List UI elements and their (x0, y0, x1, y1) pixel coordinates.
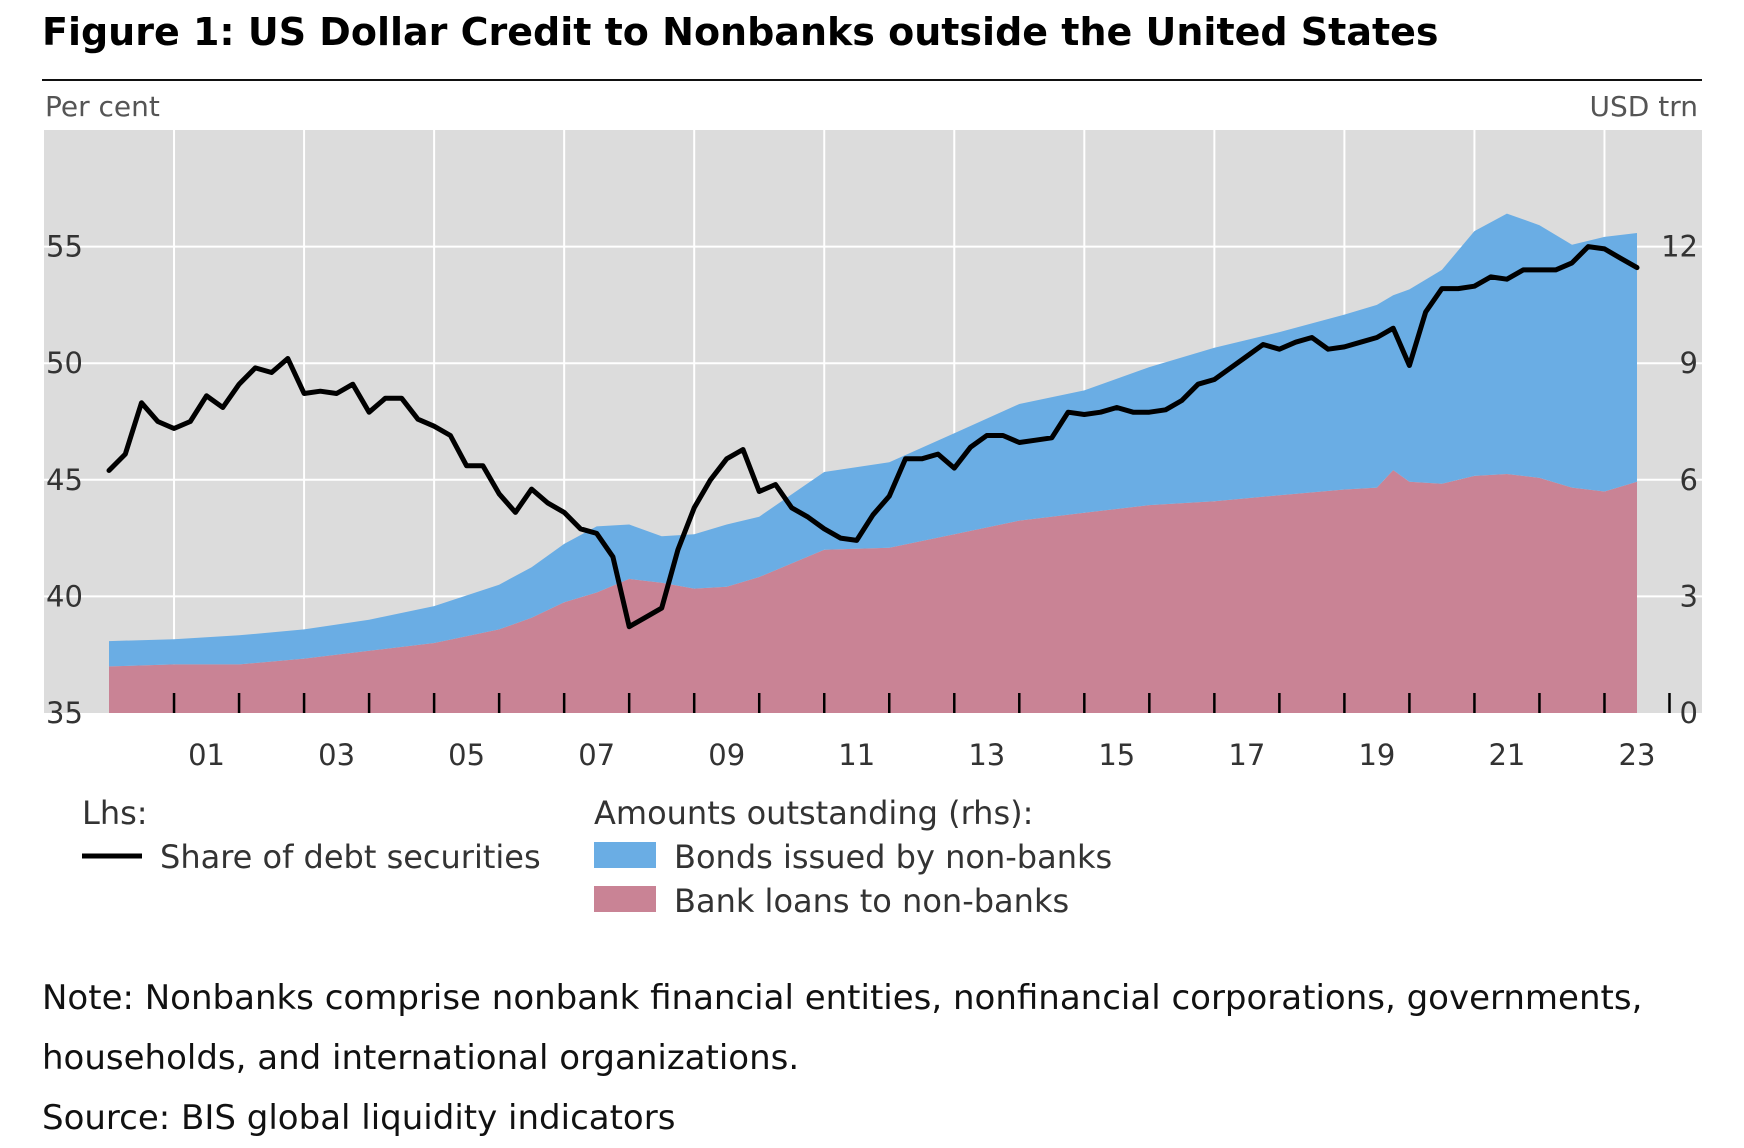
right-tick-label: 0 (1680, 696, 1698, 730)
legend-swatch-bonds (594, 842, 656, 868)
right-axis-unit: USD trn (1590, 90, 1698, 123)
x-axis-ticks (172, 693, 1671, 713)
note-line: households, and international organizati… (42, 1038, 800, 1078)
x-tick-label: 17 (1228, 738, 1265, 772)
legend: Lhs: Share of debt securities Amounts ou… (82, 794, 1112, 920)
right-tick-label: 9 (1680, 346, 1698, 380)
x-tick-label: 15 (1098, 738, 1135, 772)
x-tick-label: 13 (968, 738, 1005, 772)
right-tick-label: 3 (1680, 579, 1698, 613)
x-tick-label: 23 (1619, 738, 1656, 772)
left-axis-unit: Per cent (45, 90, 160, 123)
source-line: Source: BIS global liquidity indicators (42, 1098, 676, 1138)
x-tick-label: 09 (708, 738, 745, 772)
legend-lhs-header: Lhs: (82, 794, 148, 832)
x-tick-label: 21 (1488, 738, 1525, 772)
x-axis-labels: 01 03 05 07 09 11 13 15 17 19 21 23 (188, 738, 1655, 772)
series-share-of-debt-securities-line (106, 244, 1640, 630)
x-tick-label: 11 (838, 738, 875, 772)
legend-label-loans: Bank loans to non-banks (674, 882, 1069, 920)
left-tick-label: 55 (46, 230, 83, 264)
right-tick-label: 6 (1680, 463, 1698, 497)
series-bank-loans-area (109, 470, 1637, 713)
series-bonds-area (109, 213, 1637, 667)
right-tick-label: 12 (1661, 230, 1698, 264)
legend-rhs-header: Amounts outstanding (rhs): (594, 794, 1033, 832)
left-tick-label: 35 (46, 696, 83, 730)
left-tick-label: 50 (46, 346, 83, 380)
x-tick-label: 19 (1358, 738, 1395, 772)
footnotes: Note: Nonbanks comprise nonbank financia… (42, 968, 1722, 1148)
x-tick-label: 05 (448, 738, 485, 772)
x-tick-label: 03 (318, 738, 355, 772)
left-tick-label: 45 (46, 463, 83, 497)
note-line: Note: Nonbanks comprise nonbank financia… (42, 978, 1643, 1018)
legend-label-share: Share of debt securities (160, 838, 541, 876)
x-tick-label: 01 (188, 738, 225, 772)
x-tick-label: 07 (578, 738, 615, 772)
page-title: Figure 1: US Dollar Credit to Nonbanks o… (42, 10, 1439, 54)
legend-label-bonds: Bonds issued by non-banks (674, 838, 1112, 876)
left-tick-label: 40 (46, 579, 83, 613)
left-axis-labels: 35 40 45 50 55 (46, 230, 83, 730)
legend-swatch-loans (594, 886, 656, 912)
right-axis-labels: 0 3 6 9 12 (1661, 230, 1698, 730)
